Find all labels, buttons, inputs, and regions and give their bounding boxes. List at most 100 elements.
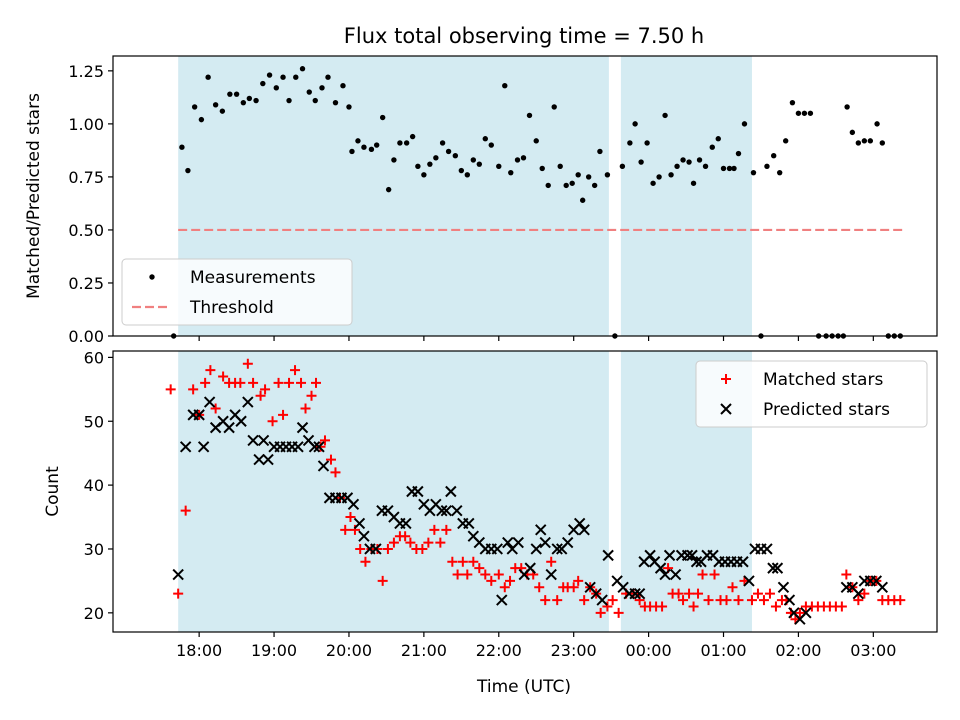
y-tick-label: 20 [84, 604, 104, 623]
measurement-point [539, 165, 545, 172]
predicted-star-point [247, 434, 259, 447]
measurement-point [604, 172, 611, 178]
measurement-point [709, 144, 715, 150]
measurement-point [346, 104, 352, 110]
measurement-point [205, 74, 211, 80]
predicted-star-point [573, 517, 586, 530]
predicted-star-point [561, 536, 574, 549]
predicted-star-point [262, 453, 274, 466]
predicted-star-point [545, 568, 557, 581]
predicted-star-point [197, 441, 210, 453]
measurement-point [696, 157, 703, 163]
x-axis-label: Time (UTC) [476, 677, 571, 697]
measurement-point [379, 114, 386, 121]
measurement-point [861, 138, 868, 144]
x-tick-label: 21:00 [401, 641, 447, 660]
predicted-star-point [296, 421, 309, 434]
measurement-point [191, 104, 198, 110]
predicted-star-point [578, 524, 590, 536]
plot-frame [112, 55, 938, 337]
measurement-point [219, 108, 226, 114]
predicted-star-point [491, 543, 503, 555]
measurement-point [306, 89, 312, 95]
measurement-point [776, 169, 783, 176]
matched-star-point [770, 601, 781, 612]
measurement-point [551, 104, 557, 110]
matched-star-point [457, 556, 468, 567]
matched-star-point [382, 543, 393, 554]
matched-star-point [859, 588, 870, 599]
matched-star-point [306, 390, 317, 401]
y-axis-label: Matched/Predicted stars [24, 93, 44, 299]
matched-star-point [678, 595, 689, 606]
matched-star-point [205, 365, 216, 376]
x-tick-label: 03:00 [850, 641, 896, 660]
y-tick-label: 0.25 [68, 274, 104, 293]
measurement-point [266, 72, 273, 78]
predicted-star-point [292, 441, 304, 453]
measurement-point [212, 102, 219, 108]
predicted-star-point [876, 581, 889, 594]
measurement-point [874, 121, 880, 127]
legend-box [121, 258, 353, 326]
predicted-star-point [659, 568, 671, 581]
measurement-point [520, 155, 527, 161]
measurement-point [482, 136, 488, 142]
matched-star-point [602, 601, 613, 612]
y-tick-label: 0.50 [68, 221, 104, 240]
predicted-star-point [644, 549, 656, 562]
predicted-star-point [767, 562, 779, 574]
y-tick-label: 0.00 [68, 327, 104, 346]
predicted-star-point [686, 549, 698, 562]
measurement-point [233, 91, 240, 97]
matched-star-point [746, 595, 757, 606]
measurement-point [533, 138, 539, 144]
y-tick-label: 50 [84, 412, 104, 431]
predicted-star-point [347, 498, 360, 510]
predicted-star-point [690, 556, 703, 568]
matched-star-point [349, 524, 360, 535]
predicted-star-point [317, 460, 330, 472]
predicted-star-point [852, 587, 865, 600]
measurement-point [720, 165, 727, 172]
matched-star-point [210, 403, 221, 414]
predicted-star-point [535, 524, 547, 536]
predicted-star-point [669, 568, 682, 581]
legend-measurements-label: Measurements [190, 268, 316, 288]
legend-predicted-label: Predicted stars [763, 400, 890, 420]
matched-star-point [300, 403, 311, 414]
measurement-point [476, 161, 483, 167]
matched-star-point [242, 358, 253, 369]
observing-window-shade [620, 56, 752, 336]
measurement-point [545, 182, 551, 189]
predicted-star-point [235, 415, 247, 427]
x-tick-label: 22:00 [476, 641, 522, 660]
measurement-point [273, 85, 280, 91]
measurement-point [668, 172, 674, 178]
matched-star-point [486, 575, 497, 586]
predicted-star-point [530, 543, 542, 555]
measurement-point [470, 157, 477, 163]
measurement-point [731, 165, 737, 172]
matched-star-point [480, 569, 491, 580]
measurement-point [569, 180, 575, 186]
measurement-point [385, 186, 392, 193]
x-tick-label: 20:00 [326, 641, 372, 660]
predicted-star-point [445, 485, 457, 498]
matched-star-point [273, 377, 284, 388]
predicted-star-point [743, 575, 755, 587]
predicted-star-point [353, 517, 366, 530]
matched-star-point [165, 384, 176, 395]
predicted-star-point [800, 607, 812, 619]
measurement-point [433, 155, 439, 161]
matched-star-point [634, 595, 645, 606]
measurement-point [325, 74, 331, 80]
measurement-point [260, 80, 266, 87]
matched-star-point [733, 595, 744, 606]
measurement-point [726, 165, 733, 172]
matched-star-point [290, 365, 301, 376]
matched-star-point [248, 377, 259, 388]
measurement-point [185, 167, 191, 174]
matched-star-point [319, 435, 330, 446]
matched-star-point [546, 556, 557, 567]
